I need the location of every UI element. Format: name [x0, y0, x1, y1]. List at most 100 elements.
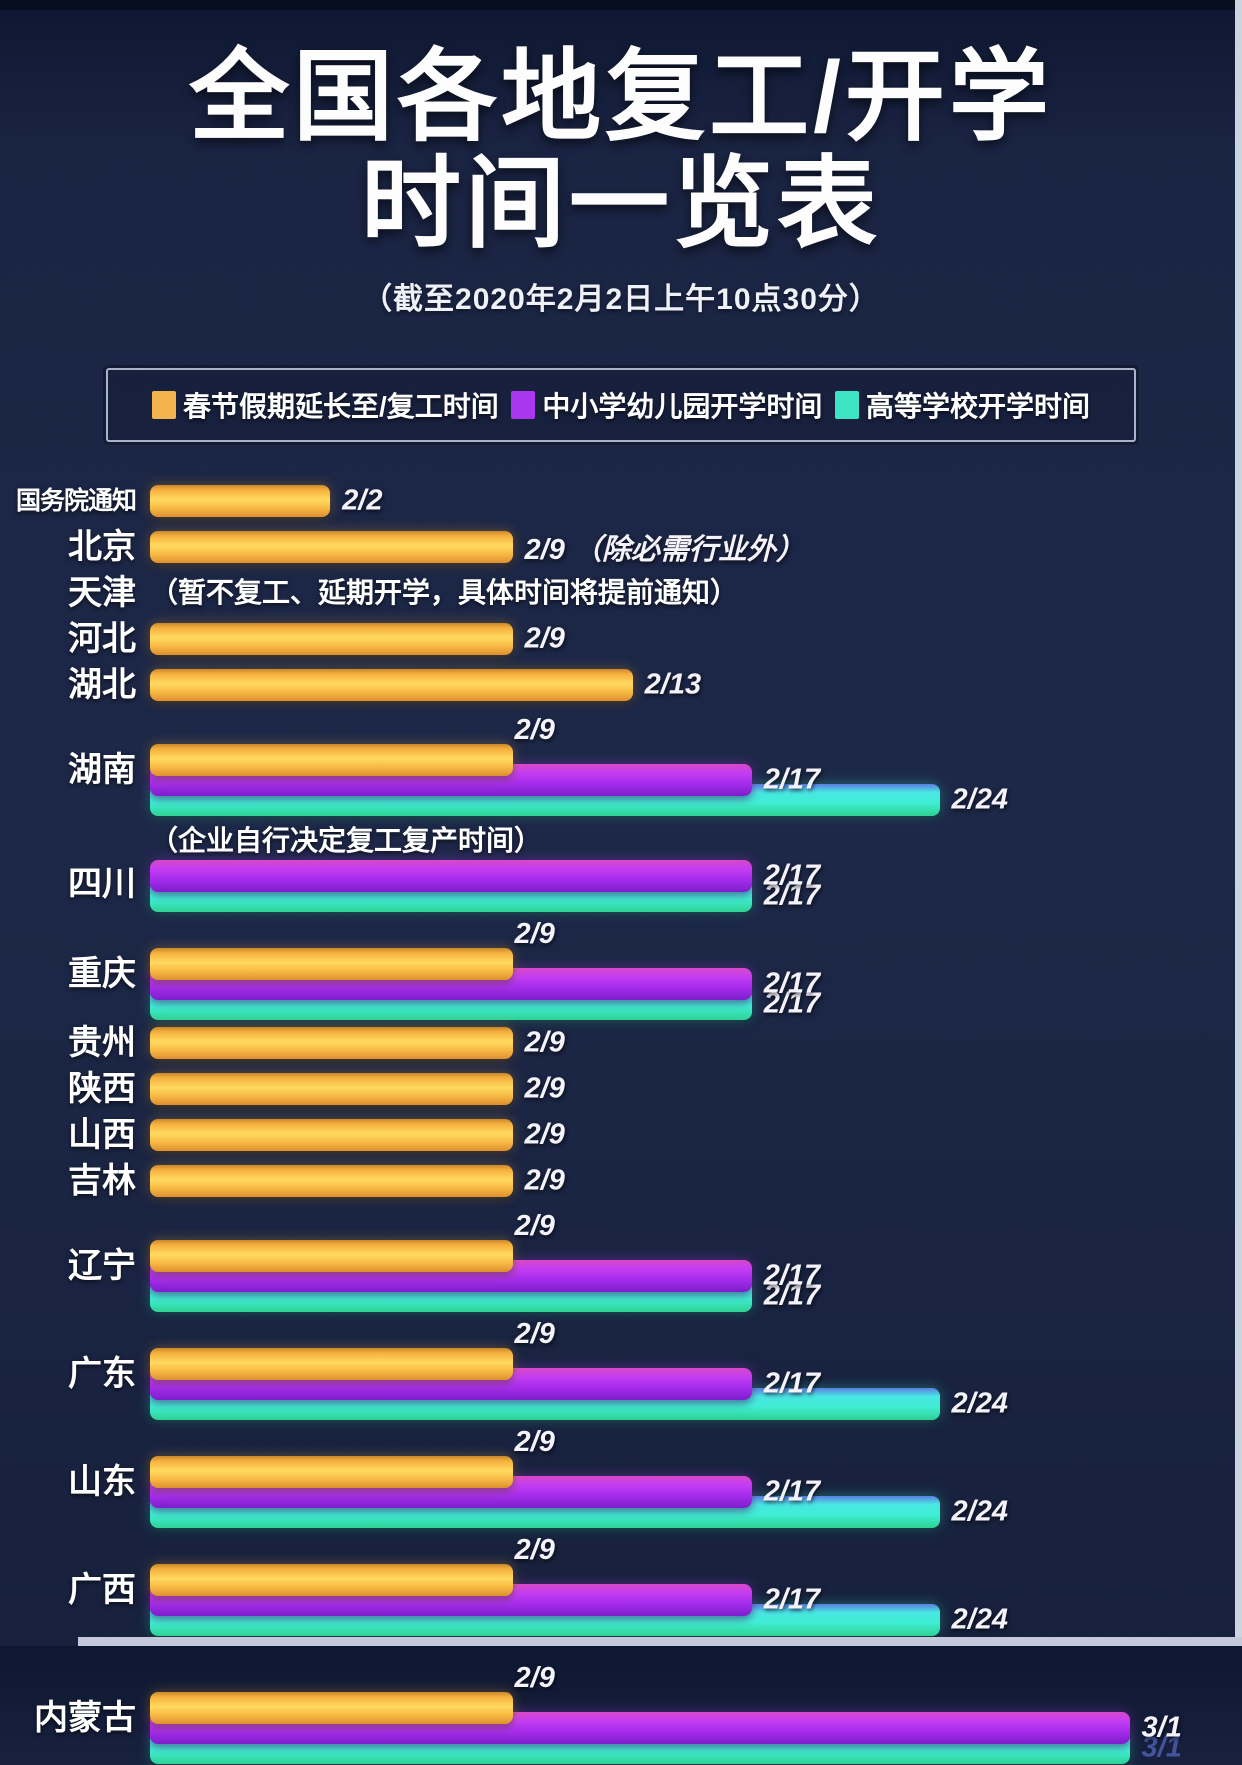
- bar-line: 2/9: [150, 1318, 1242, 1380]
- bar-work: 2/2: [150, 485, 383, 517]
- row-label: 广西: [68, 1571, 136, 1609]
- college-swatch-icon: [834, 391, 859, 419]
- row-bars-area: 2/9 2/17 2/24: [150, 1318, 1242, 1420]
- row-label: 湖南: [68, 751, 136, 789]
- row-bars-area: 2/9: [150, 1112, 1242, 1158]
- row-bars-area: （企业自行决定复工复产时间） 2/17 2/17: [150, 826, 1242, 912]
- bar-work: 2/9 （除必需行业外）: [150, 531, 805, 566]
- row-label: 北京: [68, 528, 136, 566]
- bar-work: 2/9: [150, 623, 565, 655]
- row-label: 内蒙古: [34, 1699, 136, 1737]
- row-label: 山西: [68, 1116, 136, 1154]
- bar-work: 2/9: [150, 1662, 555, 1724]
- date-label: 2/9: [524, 1118, 565, 1151]
- row-label: 吉林: [68, 1162, 136, 1200]
- chart-row: 贵州 2/9: [0, 1020, 1242, 1066]
- bar-line: 2/9: [150, 1066, 1242, 1112]
- page-subtitle: （截至2020年2月2日上午10点30分）: [362, 283, 880, 316]
- row-bars-area: 2/9 2/17 2/24: [150, 1426, 1242, 1528]
- chart-row: 天津 （暂不复工、延期开学，具体时间将提前通知）: [0, 570, 1242, 616]
- bar-line: 2/9: [150, 1020, 1242, 1066]
- bar-line: 2/9: [150, 918, 1242, 980]
- bar-school: 2/17: [150, 860, 820, 892]
- date-label: 2/2: [342, 484, 383, 517]
- date-label: 2/17: [763, 763, 821, 796]
- chart-row: 广西 2/9 2/17 2/24: [0, 1534, 1242, 1636]
- row-label: 天津: [68, 574, 136, 612]
- legend: 春节假期延长至/复工时间 中小学幼儿园开学时间 高等学校开学时间: [106, 368, 1136, 442]
- row-bars-area: 2/9: [150, 1066, 1242, 1112]
- date-label: 2/17: [763, 879, 821, 912]
- row-label: 贵州: [68, 1024, 136, 1062]
- date-label: 2/17: [763, 1279, 821, 1312]
- row-bars-area: 2/9 2/17 2/24: [150, 1534, 1242, 1636]
- row-bars-area: 2/9 2/17 2/24: [150, 714, 1242, 816]
- date-label: 2/9: [514, 1534, 555, 1566]
- bar-line: 2/9: [150, 1210, 1242, 1272]
- bar-line: 2/9: [150, 616, 1242, 662]
- bar-work: 2/9: [150, 1119, 565, 1151]
- date-label: 2/9: [524, 1164, 565, 1197]
- chart-rows: 国务院通知 2/2 北京 2/9 （除必需行业外） 天津 （暂不复工、延期开学，具体时间将…: [0, 478, 1242, 1764]
- date-label: 2/9: [514, 1210, 555, 1242]
- row-label: 河北: [68, 620, 136, 658]
- image-right-edge: [1235, 0, 1242, 1646]
- bar-work: 2/9: [150, 1165, 565, 1197]
- bar-work: 2/9: [150, 1426, 555, 1488]
- date-label: 3/1: [1141, 1711, 1182, 1744]
- chart-row: 陕西 2/9: [0, 1066, 1242, 1112]
- date-label: 2/17: [763, 1367, 821, 1400]
- page-title: 全国各地复工/开学 时间一览表: [0, 0, 1242, 258]
- row-note: （企业自行决定复工复产时间）: [150, 825, 543, 856]
- bar-line: 2/9: [150, 714, 1242, 776]
- page-title-line2: 时间一览表: [361, 148, 881, 260]
- date-label: 2/24: [951, 783, 1008, 816]
- row-bars-area: （暂不复工、延期开学，具体时间将提前通知）: [150, 570, 1242, 616]
- date-label: 2/9: [514, 918, 555, 950]
- bar-line: 2/9: [150, 1534, 1242, 1596]
- bar-line: 2/9: [150, 1426, 1242, 1488]
- date-label: 2/17: [763, 859, 821, 892]
- date-label: 2/24: [951, 1387, 1008, 1420]
- legend-item-work: 春节假期延长至/复工时间: [152, 385, 499, 425]
- date-label: 2/13: [644, 668, 702, 701]
- row-label: 四川: [68, 865, 136, 903]
- bar-line: 2/2: [150, 478, 1242, 524]
- chart-row: 河北 2/9: [0, 616, 1242, 662]
- date-label: 2/9: [514, 1662, 555, 1694]
- date-label: 2/9: [524, 622, 565, 655]
- bar-line: 2/9: [150, 1112, 1242, 1158]
- row-bars-area: 2/2: [150, 478, 1242, 524]
- legend-label: 中小学幼儿园开学时间: [542, 391, 823, 422]
- chart-row: 北京 2/9 （除必需行业外）: [0, 524, 1242, 570]
- date-label: 2/9: [514, 714, 555, 746]
- bar-line: 2/17: [150, 860, 1242, 892]
- date-label: 2/17: [763, 1259, 821, 1292]
- chart-row: 山东 2/9 2/17 2/24: [0, 1426, 1242, 1528]
- row-bars-area: 2/9 3/1 3/1: [150, 1662, 1242, 1764]
- chart-row: 国务院通知 2/2: [0, 478, 1242, 524]
- chart-row: 山西 2/9: [0, 1112, 1242, 1158]
- row-note: （暂不复工、延期开学，具体时间将提前通知）: [150, 577, 739, 608]
- row-bars-area: 2/9: [150, 1158, 1242, 1204]
- legend-item-school: 中小学幼儿园开学时间: [511, 385, 822, 425]
- bar-line: 2/9 （除必需行业外）: [150, 524, 1242, 570]
- row-label: 国务院通知: [15, 487, 137, 515]
- row-label: 广东: [68, 1355, 136, 1393]
- bar-line: 2/13: [150, 662, 1242, 708]
- bar-work: 2/13: [150, 669, 701, 701]
- date-label: 2/9: [514, 1318, 555, 1350]
- chart-row: 重庆 2/9 2/17 2/17: [0, 918, 1242, 1020]
- image-top-edge: [0, 0, 1242, 10]
- chart-row: 湖北 2/13: [0, 662, 1242, 708]
- bar-line: 2/9: [150, 1158, 1242, 1204]
- bar-work: 2/9: [150, 714, 555, 776]
- work-swatch-icon: [152, 391, 176, 419]
- date-label: 2/17: [763, 1475, 821, 1508]
- date-label: 2/17: [763, 1583, 821, 1616]
- row-bars-area: 2/13: [150, 662, 1242, 708]
- page-title-line1: 全国各地复工/开学: [189, 41, 1053, 153]
- row-bars-area: 2/9 （除必需行业外）: [150, 524, 1242, 570]
- school-swatch-icon: [511, 391, 536, 419]
- bar-work: 2/9: [150, 1073, 565, 1105]
